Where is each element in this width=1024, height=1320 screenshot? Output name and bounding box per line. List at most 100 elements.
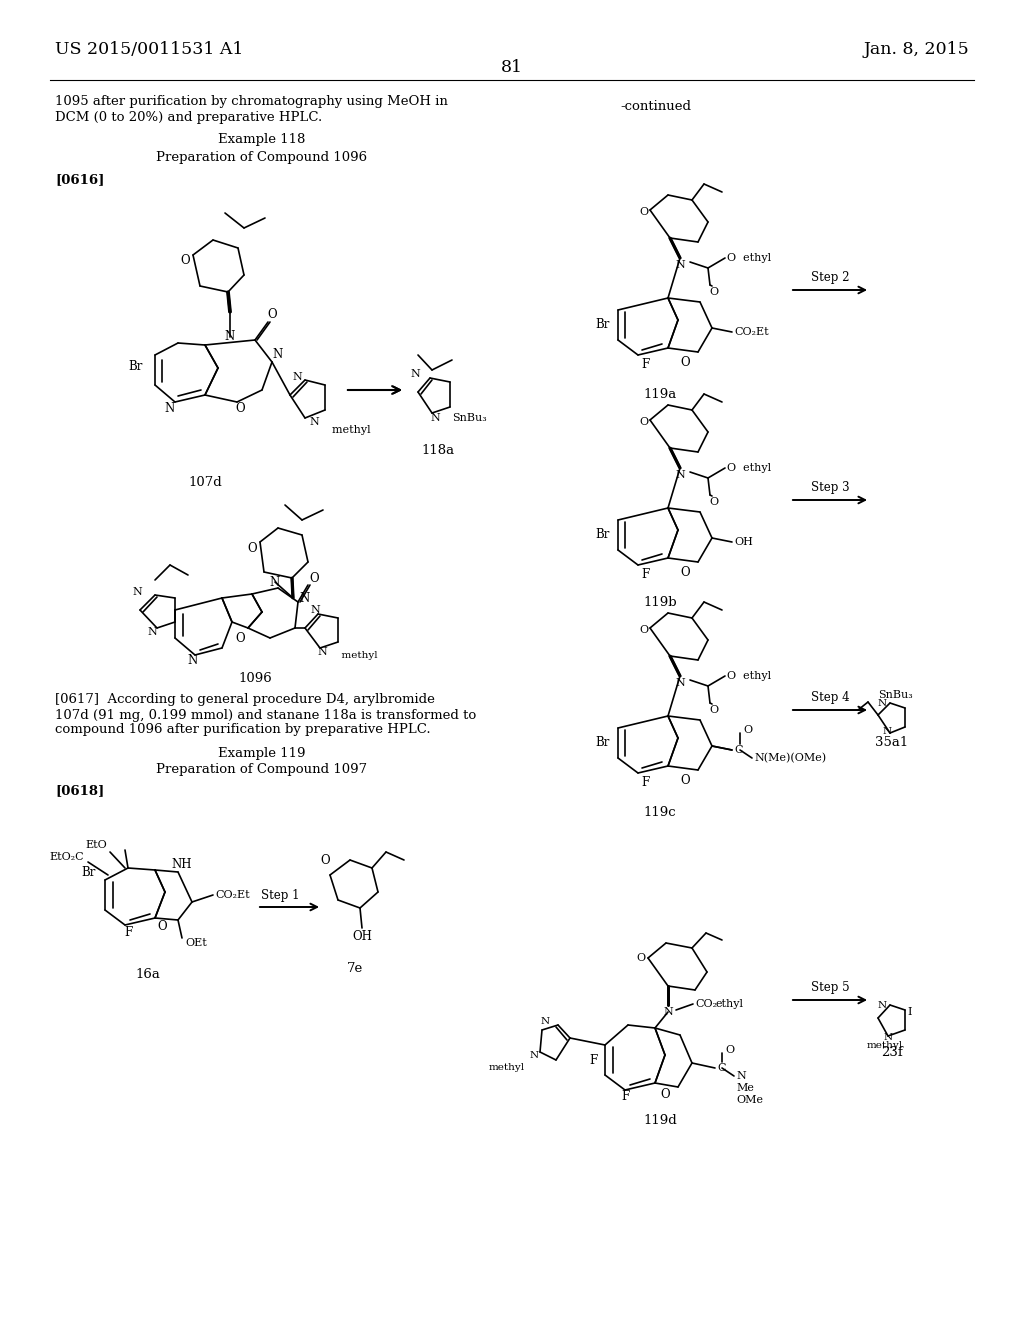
Text: SnBu₃: SnBu₃ bbox=[878, 690, 912, 700]
Text: O: O bbox=[710, 498, 719, 507]
Text: 119d: 119d bbox=[643, 1114, 677, 1126]
Text: O: O bbox=[680, 355, 690, 368]
Text: Jan. 8, 2015: Jan. 8, 2015 bbox=[863, 41, 969, 58]
Text: I: I bbox=[907, 1007, 911, 1016]
Text: 107d (91 mg, 0.199 mmol) and stanane 118a is transformed to: 107d (91 mg, 0.199 mmol) and stanane 118… bbox=[55, 709, 476, 722]
Text: O: O bbox=[639, 207, 648, 216]
Text: O: O bbox=[236, 401, 245, 414]
Text: O: O bbox=[680, 774, 690, 787]
Text: Step 5: Step 5 bbox=[811, 982, 849, 994]
Text: Step 2: Step 2 bbox=[811, 272, 849, 285]
Text: O: O bbox=[158, 920, 167, 933]
Text: [0617]  According to general procedure D4, arylbromide: [0617] According to general procedure D4… bbox=[55, 693, 435, 706]
Text: Step 3: Step 3 bbox=[811, 482, 849, 495]
Text: EtO: EtO bbox=[85, 840, 106, 850]
Text: N: N bbox=[132, 587, 142, 597]
Text: N: N bbox=[300, 591, 310, 605]
Text: O: O bbox=[710, 286, 719, 297]
Text: 1096: 1096 bbox=[239, 672, 272, 685]
Text: Step 1: Step 1 bbox=[261, 888, 299, 902]
Text: N: N bbox=[309, 417, 318, 426]
Text: N: N bbox=[272, 348, 283, 362]
Text: methyl: methyl bbox=[867, 1041, 903, 1051]
Text: Preparation of Compound 1096: Preparation of Compound 1096 bbox=[157, 152, 368, 165]
Text: OMe: OMe bbox=[736, 1096, 763, 1105]
Text: N: N bbox=[664, 1007, 673, 1016]
Text: F: F bbox=[641, 569, 649, 582]
Text: O: O bbox=[743, 725, 752, 735]
Text: N: N bbox=[310, 605, 319, 615]
Text: N: N bbox=[317, 647, 327, 657]
Text: 107d: 107d bbox=[188, 475, 222, 488]
Text: Preparation of Compound 1097: Preparation of Compound 1097 bbox=[157, 763, 368, 776]
Text: N: N bbox=[147, 627, 157, 638]
Text: Br: Br bbox=[82, 866, 96, 879]
Text: C: C bbox=[734, 744, 742, 755]
Text: 7e: 7e bbox=[347, 961, 364, 974]
Text: SnBu₃: SnBu₃ bbox=[452, 413, 486, 422]
Text: CO₂: CO₂ bbox=[695, 999, 717, 1008]
Text: EtO₂C: EtO₂C bbox=[49, 851, 84, 862]
Text: N: N bbox=[884, 1034, 893, 1043]
Text: 16a: 16a bbox=[135, 969, 161, 982]
Text: N: N bbox=[675, 678, 685, 688]
Text: N: N bbox=[878, 1001, 887, 1010]
Text: -continued: -continued bbox=[620, 100, 691, 114]
Text: 118a: 118a bbox=[422, 444, 455, 457]
Text: O: O bbox=[267, 309, 276, 322]
Text: Br: Br bbox=[129, 360, 143, 374]
Text: 81: 81 bbox=[501, 59, 523, 77]
Text: NH: NH bbox=[172, 858, 193, 870]
Text: N: N bbox=[529, 1051, 539, 1060]
Text: methyl: methyl bbox=[325, 425, 371, 436]
Text: N: N bbox=[675, 470, 685, 480]
Text: N: N bbox=[878, 698, 887, 708]
Text: OH: OH bbox=[734, 537, 753, 546]
Text: O: O bbox=[660, 1089, 670, 1101]
Text: 119b: 119b bbox=[643, 595, 677, 609]
Text: O: O bbox=[321, 854, 330, 866]
Text: F: F bbox=[124, 927, 132, 940]
Text: 23f: 23f bbox=[881, 1045, 903, 1059]
Text: CO₂Et: CO₂Et bbox=[734, 327, 769, 337]
Text: 119a: 119a bbox=[643, 388, 677, 401]
Text: O  ethyl: O ethyl bbox=[727, 253, 771, 263]
Text: US 2015/0011531 A1: US 2015/0011531 A1 bbox=[55, 41, 244, 58]
Text: N: N bbox=[430, 413, 440, 422]
Text: N: N bbox=[883, 727, 892, 737]
Text: N: N bbox=[292, 372, 302, 381]
Text: O: O bbox=[309, 572, 318, 585]
Text: DCM (0 to 20%) and preparative HPLC.: DCM (0 to 20%) and preparative HPLC. bbox=[55, 111, 323, 124]
Text: ethyl: ethyl bbox=[715, 999, 743, 1008]
Text: O: O bbox=[680, 565, 690, 578]
Text: F: F bbox=[641, 359, 649, 371]
Text: N: N bbox=[225, 330, 236, 343]
Text: 35a1: 35a1 bbox=[876, 735, 908, 748]
Text: Step 4: Step 4 bbox=[811, 692, 849, 705]
Text: N(Me)(OMe): N(Me)(OMe) bbox=[754, 752, 826, 763]
Text: O: O bbox=[637, 953, 645, 964]
Text: CO₂Et: CO₂Et bbox=[215, 890, 250, 900]
Text: N: N bbox=[187, 653, 198, 667]
Text: N: N bbox=[411, 370, 420, 379]
Text: C: C bbox=[717, 1063, 725, 1073]
Text: compound 1096 after purification by preparative HPLC.: compound 1096 after purification by prep… bbox=[55, 723, 431, 737]
Text: O: O bbox=[639, 624, 648, 635]
Text: OH: OH bbox=[352, 931, 372, 944]
Text: 1095 after purification by chromatography using MeOH in: 1095 after purification by chromatograph… bbox=[55, 95, 447, 108]
Text: N: N bbox=[165, 401, 175, 414]
Text: Br: Br bbox=[596, 318, 610, 331]
Text: 119c: 119c bbox=[644, 805, 676, 818]
Text: N: N bbox=[270, 576, 281, 589]
Text: N: N bbox=[541, 1018, 550, 1027]
Text: N: N bbox=[736, 1071, 745, 1081]
Text: O: O bbox=[725, 1045, 734, 1055]
Text: O: O bbox=[180, 255, 189, 268]
Text: O: O bbox=[639, 417, 648, 426]
Text: methyl: methyl bbox=[335, 651, 378, 660]
Text: F: F bbox=[590, 1053, 598, 1067]
Text: O: O bbox=[710, 705, 719, 715]
Text: O: O bbox=[236, 631, 245, 644]
Text: Example 118: Example 118 bbox=[218, 133, 306, 147]
Text: methyl: methyl bbox=[488, 1063, 525, 1072]
